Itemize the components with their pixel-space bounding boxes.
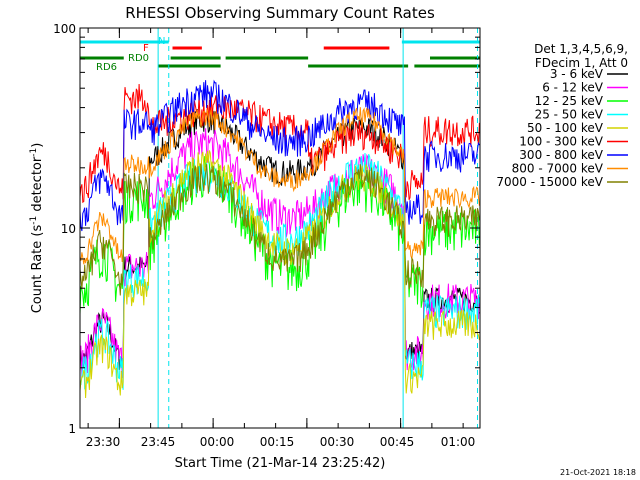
x-tick-label: 01:00 [441,435,476,449]
legend-label: 800 - 7000 keV [512,162,604,176]
series-line-8 [79,163,480,296]
y-axis-label-main: Count Rate (s [30,225,45,314]
rd6-flag-bar [414,64,480,68]
f-flag-label: F [143,43,149,54]
n-flag-label: N [158,36,165,47]
flag-bars [80,40,480,68]
legend-label: 7000 - 15000 keV [496,175,603,189]
axes: 1 10 100 23:30 23:45 00:00 00:15 00:30 00:45 01:0… [53,22,481,449]
rd6-flag-label: RD6 [96,62,117,73]
rd0-flag-label: RD0 [128,53,149,64]
x-axis-label: Start Time (21-Mar-14 23:25:42) [175,456,386,471]
y-tick-label: 1 [68,422,76,436]
y-tick-label: 10 [61,222,76,236]
y-axis-label-mid: detector [30,156,45,216]
y-axis-label-sup1: -1 [29,216,39,225]
rd0-flag-bar [170,56,221,60]
x-tick-label: 00:15 [260,435,295,449]
rd6-flag-bar [158,64,221,68]
n-flag-bar [80,40,169,44]
rd0-flag-bar [430,56,480,60]
y-axis-label-sup2: -1 [29,148,39,157]
y-axis-label: Count Rate (s-1 detector-1) [29,143,45,314]
legend-label: 6 - 12 keV [542,81,604,95]
series-line-4 [79,150,480,399]
y-axis-label-end: ) [30,143,45,148]
rd6-flag-bar [308,64,409,68]
chart-title: RHESSI Observing Summary Count Rates [125,4,435,22]
x-tick-label: 00:30 [320,435,355,449]
timestamp: 21-Oct-2021 18:18 [560,468,636,477]
y-tick-label: 100 [53,22,76,36]
x-tick-label: 00:00 [200,435,235,449]
f-flag-bar [172,46,202,50]
legend-label: 25 - 50 keV [535,108,604,122]
legend-label: 100 - 300 keV [519,135,603,149]
legend-title-1: Det 1,3,4,5,6,9, [534,42,628,56]
legend-title-2: FDecim 1, Att 0 [535,56,628,70]
legend-label: 300 - 800 keV [519,148,603,162]
legend-label: 3 - 6 keV [550,67,604,81]
series-line-6 [79,79,480,232]
f-flag-bar [323,46,390,50]
x-tick-label: 23:45 [141,435,176,449]
rd0-flag-bar [80,56,124,60]
legend-label: 50 - 100 keV [527,121,604,135]
x-tick-label: 23:30 [86,435,121,449]
series-line-2 [79,155,480,315]
plot-series [79,79,480,399]
n-flag-bar [401,40,480,44]
series-line-7 [79,107,480,265]
rd0-flag-bar [225,56,309,60]
x-tick-label: 00:45 [380,435,415,449]
legend-label: 12 - 25 keV [535,94,604,108]
